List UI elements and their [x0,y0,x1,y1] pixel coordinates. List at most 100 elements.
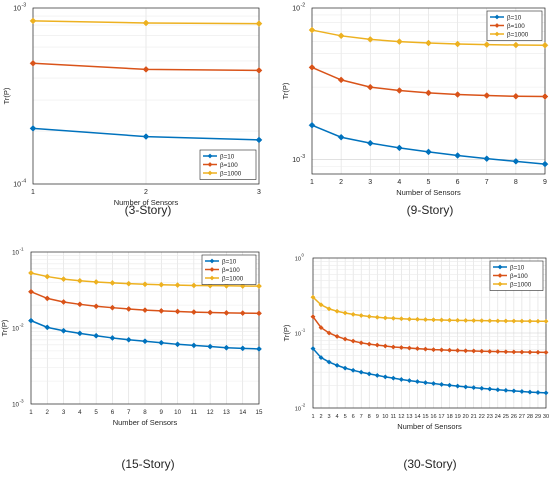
data-point [158,339,165,346]
legend-swatch-marker [497,264,503,270]
x-tick-label: 10 [382,414,388,420]
data-point [142,307,148,314]
data-point [44,295,51,302]
y-tick-exponent: -3 [301,154,306,160]
data-point [255,136,263,144]
data-point [350,338,356,344]
x-tick-label: 14 [414,414,420,420]
data-point [60,276,67,283]
data-point [190,342,197,349]
data-point [430,380,437,387]
data-point [337,133,345,141]
data-point [535,349,541,355]
data-point [414,346,421,352]
data-point [511,349,517,355]
legend-entry: β=10 [510,264,525,271]
data-point [334,362,340,368]
data-point [463,317,469,324]
legend-swatch-marker [209,275,215,281]
data-point [479,385,485,391]
legend-swatch-marker [207,170,213,176]
legend-swatch-marker [207,162,213,167]
data-point [334,333,340,339]
data-point [366,83,374,91]
data-point [158,281,165,288]
data-point [374,342,380,348]
data-point [454,152,461,159]
data-point [334,308,340,314]
data-point [519,318,525,324]
data-point [318,302,324,308]
data-point [511,318,517,324]
data-point [358,312,364,319]
data-point [239,345,246,352]
axes-box [32,7,260,185]
x-tick-label: 12 [207,409,214,416]
data-point [374,372,380,378]
data-point [454,40,461,48]
data-point [255,20,263,27]
x-tick-label: 1 [31,189,35,196]
data-point [455,383,461,389]
data-point [382,343,388,349]
data-point [76,301,83,308]
x-tick-label: 9 [160,409,164,416]
y-tick-label: 10 [12,326,19,333]
legend-swatch-marker [494,31,500,37]
x-tick-label: 8 [514,179,518,186]
data-point [543,349,549,355]
x-tick-label: 23 [487,414,493,420]
x-tick-label: 17 [438,414,444,420]
data-point [483,92,491,99]
data-point [93,279,100,285]
data-point [190,309,197,316]
data-point [455,317,461,323]
x-tick-label: 9 [543,179,547,186]
data-point [425,89,432,97]
data-point [503,387,509,393]
x-tick-label: 2 [319,414,322,420]
data-point [207,309,214,316]
data-point [142,66,150,73]
data-point [527,349,533,355]
data-point [76,277,83,284]
x-tick-label: 15 [256,409,263,416]
y-tick-label: 10 [12,402,19,409]
series-1 [310,346,549,396]
data-point [308,26,316,34]
data-point [308,121,316,129]
legend-entry: β=100 [510,273,528,280]
data-point [543,318,549,324]
data-point [223,344,230,351]
legend-swatch-marker [497,281,503,287]
y-axis-label: Tr(P) [0,319,9,336]
x-tick-label: 4 [78,409,82,416]
legend-swatch-marker [494,23,500,28]
x-tick-label: 30 [543,414,549,420]
data-point [479,348,485,354]
data-point [438,347,445,353]
chart-panel-3: 1 2 3 4 5 6 7 8 9 10 11 12 13 14 1510-310-210-1Number … [0,247,263,472]
data-point [396,144,403,152]
data-point [447,382,453,388]
y-tick-label: 10 [13,182,21,189]
data-point [207,343,214,350]
legend-swatch-marker [209,267,215,272]
x-tick-label: 3 [257,189,261,196]
series-3 [29,17,263,27]
data-point [390,344,396,350]
axes-box [311,7,546,175]
x-tick-label: 3 [328,414,331,420]
data-point [256,310,262,317]
data-point [398,344,404,351]
data-point [512,92,520,100]
axes-box [312,257,547,409]
y-tick-label: 10 [295,332,301,338]
data-point [256,283,262,290]
data-point [28,317,34,324]
y-tick-exponent: -1 [302,328,306,333]
data-point [93,332,100,339]
data-point [454,91,461,98]
data-point [239,310,246,317]
